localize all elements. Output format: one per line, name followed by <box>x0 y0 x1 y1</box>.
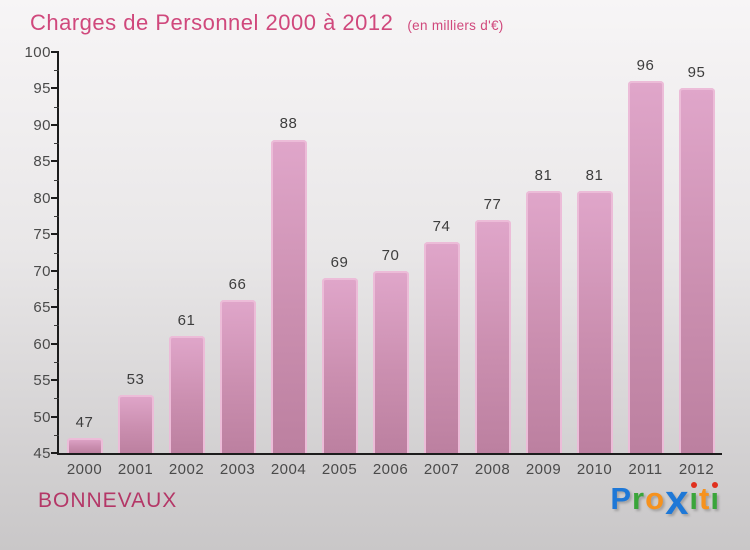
bar-value-label: 66 <box>228 275 247 293</box>
x-axis-tick-label: 2002 <box>168 461 205 478</box>
logo-letter: ı <box>689 481 700 516</box>
y-axis-minor-tick <box>54 216 59 218</box>
y-axis-minor-tick <box>54 143 59 145</box>
y-axis-tick-label: 80 <box>33 189 51 207</box>
y-axis-major-tick <box>51 196 59 199</box>
y-axis-tick-label: 100 <box>24 44 51 61</box>
y-axis-tick-label: 55 <box>33 372 51 390</box>
bar-value-label: 74 <box>432 217 451 235</box>
y-axis-tick-label: 70 <box>33 262 51 280</box>
y-axis-major-tick <box>51 269 59 272</box>
y-axis-minor-tick <box>54 325 59 327</box>
bar <box>270 139 307 453</box>
bar-value-label: 69 <box>330 254 349 272</box>
y-axis-tick-label: 60 <box>33 335 51 353</box>
y-axis-minor-tick <box>54 434 59 436</box>
y-axis-major-tick <box>51 87 59 90</box>
bar <box>219 299 256 453</box>
chart-header: Charges de Personnel 2000 à 2012 (en mill… <box>30 10 504 36</box>
logo-letter-dot <box>712 482 719 488</box>
y-axis-major-tick <box>51 342 59 345</box>
y-axis-tick-label: 65 <box>33 299 51 317</box>
bar-value-label: 95 <box>687 64 706 82</box>
bar-value-label: 53 <box>126 370 145 388</box>
x-axis-tick-label: 2009 <box>525 461 562 478</box>
bar <box>372 270 409 453</box>
y-axis-tick-label: 95 <box>33 80 51 98</box>
bar <box>627 81 664 453</box>
chart-plot: 45 50 55 60 65 70 75 80 85 90 95 100 47 2000 53 2001 61 2… <box>24 44 722 478</box>
y-axis-major-tick <box>51 233 59 236</box>
y-axis-minor-tick <box>54 179 59 181</box>
y-axis-tick-label: 45 <box>33 445 51 462</box>
y-axis-minor-tick <box>54 106 59 108</box>
proxiti-logo: Proxı tı <box>610 476 720 523</box>
logo-letter: ı <box>710 481 720 516</box>
y-axis-major-tick <box>51 51 59 53</box>
bar-value-label: 88 <box>279 115 298 133</box>
bar <box>678 88 715 453</box>
y-axis-minor-tick <box>54 361 59 363</box>
x-axis-tick-label: 2003 <box>219 461 256 478</box>
x-axis-tick-label: 2011 <box>628 461 663 478</box>
bar-value-label: 81 <box>585 166 604 184</box>
y-axis-major-tick <box>51 306 59 309</box>
y-axis-minor-tick <box>54 252 59 254</box>
x-axis-tick-label: 2001 <box>117 461 154 478</box>
bar <box>525 190 562 453</box>
y-axis-major-tick <box>51 415 59 418</box>
y-axis-minor-tick <box>54 70 59 72</box>
x-axis-tick-label: 2006 <box>372 461 409 478</box>
y-axis-major-tick <box>51 452 59 454</box>
y-axis-minor-tick <box>54 398 59 400</box>
bar <box>576 190 613 453</box>
y-axis-tick-label: 50 <box>33 408 51 426</box>
chart-subtitle: (en milliers d'€) <box>407 18 504 33</box>
x-axis-tick-label: 2012 <box>678 461 715 478</box>
x-axis-tick-label: 2010 <box>576 461 613 478</box>
bar <box>423 241 460 453</box>
x-axis-tick-label: 2004 <box>270 461 307 478</box>
municipality-label: BONNEVAUX <box>38 489 178 512</box>
bar-value-label: 70 <box>381 246 400 264</box>
logo-letter: t <box>699 481 711 516</box>
logo-letter-dot <box>691 482 698 488</box>
bar <box>168 336 205 453</box>
bar-value-label: 47 <box>75 414 94 432</box>
y-axis-major-tick <box>51 379 59 382</box>
x-axis-tick-label: 2008 <box>474 461 511 478</box>
y-axis-tick-label: 85 <box>33 153 51 171</box>
bar <box>117 394 154 453</box>
x-axis-tick-label: 2007 <box>423 461 460 478</box>
y-axis-tick-label: 90 <box>33 116 51 134</box>
bar-value-label: 61 <box>177 312 196 330</box>
bar-value-label: 77 <box>483 195 502 213</box>
logo-letter: r <box>632 481 646 516</box>
bar-value-label: 96 <box>636 57 655 75</box>
chart-title: Charges de Personnel 2000 à 2012 <box>30 10 394 35</box>
bar <box>66 438 103 453</box>
x-axis-tick-label: 2000 <box>66 461 103 478</box>
bar-value-label: 81 <box>534 166 553 184</box>
bar <box>321 278 358 453</box>
logo-letter: P <box>610 481 633 516</box>
y-axis-major-tick <box>51 160 59 163</box>
bar <box>474 219 511 453</box>
x-axis-tick-label: 2005 <box>321 461 358 478</box>
logo-letter: o <box>645 481 666 516</box>
y-axis-major-tick <box>51 123 59 126</box>
y-axis-minor-tick <box>54 288 59 290</box>
y-axis-tick-label: 75 <box>33 226 51 244</box>
